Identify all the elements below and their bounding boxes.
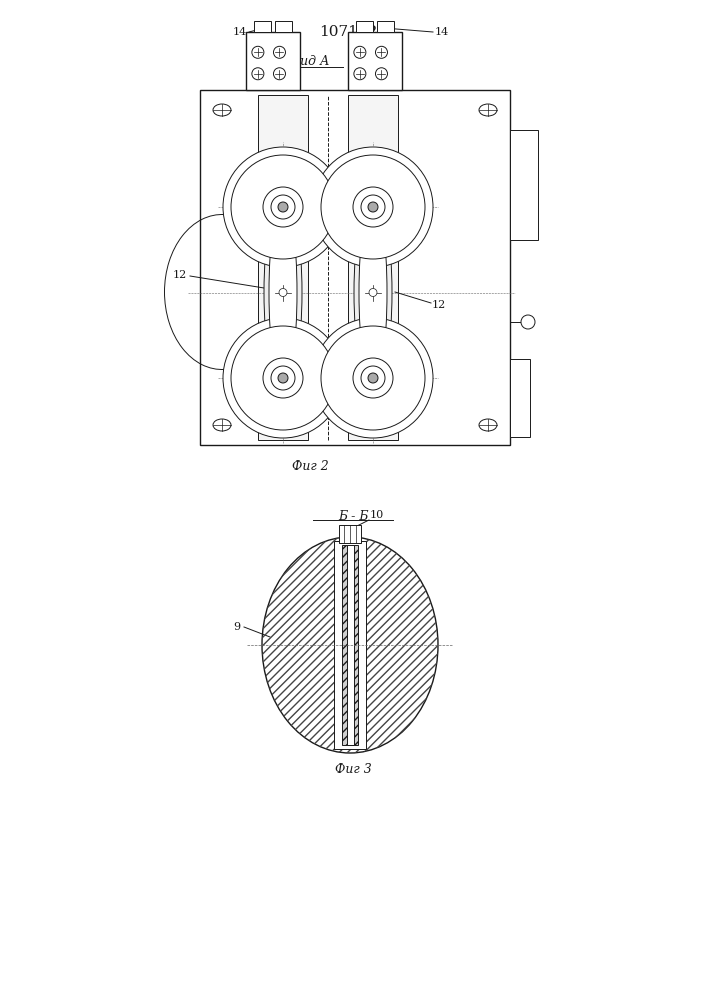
Ellipse shape xyxy=(213,104,231,116)
Circle shape xyxy=(368,373,378,383)
Ellipse shape xyxy=(264,193,302,392)
Ellipse shape xyxy=(359,198,387,387)
Ellipse shape xyxy=(354,193,392,392)
Circle shape xyxy=(375,68,387,80)
Text: 10: 10 xyxy=(370,510,384,520)
Bar xyxy=(246,32,300,90)
Bar xyxy=(348,95,398,440)
Bar xyxy=(510,359,530,437)
Circle shape xyxy=(521,315,535,329)
Circle shape xyxy=(252,46,264,58)
Text: Вид А: Вид А xyxy=(291,55,329,68)
Circle shape xyxy=(369,288,377,296)
Bar xyxy=(334,541,366,749)
Circle shape xyxy=(252,68,264,80)
Bar xyxy=(258,95,308,440)
Circle shape xyxy=(354,68,366,80)
Circle shape xyxy=(231,155,335,259)
Text: 9: 9 xyxy=(233,622,240,632)
Circle shape xyxy=(321,326,425,430)
Bar xyxy=(510,130,538,240)
Text: Фиг 3: Фиг 3 xyxy=(334,763,371,776)
Circle shape xyxy=(278,202,288,212)
Circle shape xyxy=(271,195,295,219)
Bar xyxy=(348,32,402,90)
Ellipse shape xyxy=(479,104,497,116)
Circle shape xyxy=(313,147,433,267)
Bar xyxy=(339,525,361,543)
Bar xyxy=(356,21,373,32)
Circle shape xyxy=(321,155,425,259)
Circle shape xyxy=(361,366,385,390)
Circle shape xyxy=(361,195,385,219)
Bar xyxy=(377,21,394,32)
Text: Б - Б: Б - Б xyxy=(338,510,368,523)
Text: 12: 12 xyxy=(432,300,446,310)
Ellipse shape xyxy=(479,419,497,431)
Circle shape xyxy=(223,147,343,267)
Bar xyxy=(342,545,358,745)
Circle shape xyxy=(274,46,286,58)
Circle shape xyxy=(279,288,287,296)
Circle shape xyxy=(368,202,378,212)
Circle shape xyxy=(278,373,288,383)
Circle shape xyxy=(313,318,433,438)
Circle shape xyxy=(353,358,393,398)
Text: 14: 14 xyxy=(435,27,449,37)
Circle shape xyxy=(231,326,335,430)
Text: 12: 12 xyxy=(173,270,187,280)
Ellipse shape xyxy=(269,198,297,387)
Circle shape xyxy=(263,187,303,227)
Bar xyxy=(275,21,292,32)
Circle shape xyxy=(353,187,393,227)
Bar xyxy=(346,545,354,745)
Circle shape xyxy=(263,358,303,398)
Bar xyxy=(200,90,510,445)
Text: Фиг 2: Фиг 2 xyxy=(291,460,328,473)
Circle shape xyxy=(354,46,366,58)
Ellipse shape xyxy=(262,537,438,753)
Bar xyxy=(254,21,271,32)
Circle shape xyxy=(223,318,343,438)
Circle shape xyxy=(274,68,286,80)
Text: 1071426: 1071426 xyxy=(319,25,387,39)
Circle shape xyxy=(271,366,295,390)
Text: 14: 14 xyxy=(233,27,247,37)
Circle shape xyxy=(375,46,387,58)
Ellipse shape xyxy=(213,419,231,431)
